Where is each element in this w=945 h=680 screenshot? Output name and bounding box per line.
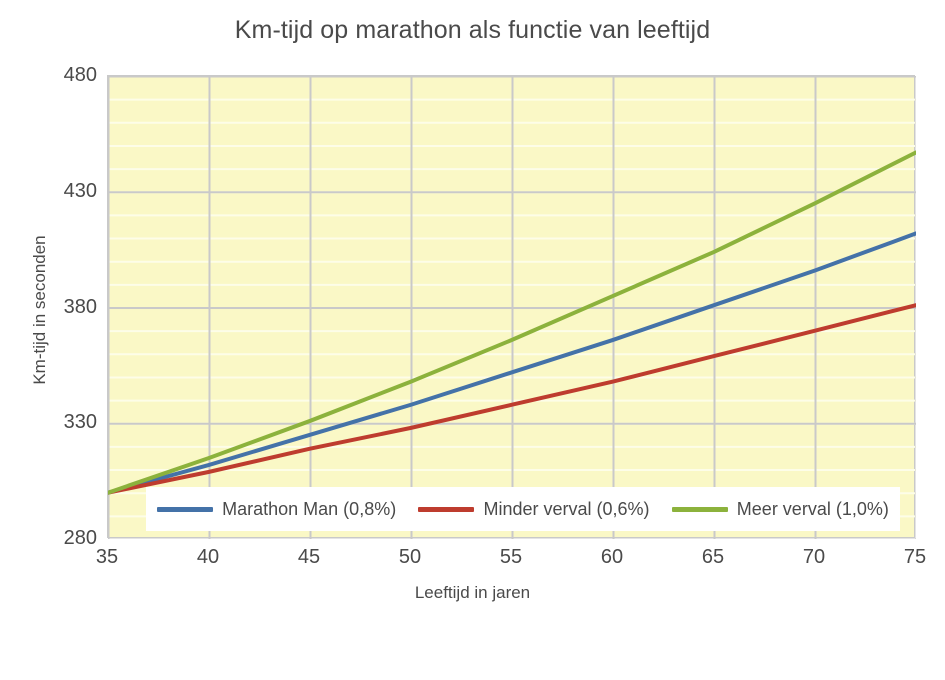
- major-gridlines-vertical: [108, 76, 916, 539]
- y-tick-label: 480: [63, 64, 97, 86]
- series-line-1: [108, 303, 916, 495]
- legend-item[interactable]: Marathon Man (0,8%): [157, 499, 396, 520]
- y-tick-label: 430: [63, 179, 97, 202]
- x-tick-label: 55: [499, 546, 523, 568]
- y-tick-label: 280: [63, 527, 97, 549]
- x-tick-label: 60: [600, 546, 624, 568]
- y-tick-label: 330: [63, 411, 97, 434]
- series-lines: [108, 150, 916, 495]
- legend-color-swatch: [157, 506, 214, 512]
- plot-area: [107, 75, 916, 539]
- chart-legend: Marathon Man (0,8%) Minder verval (0,6%) M…: [146, 487, 900, 531]
- legend-item[interactable]: Meer verval (1,0%): [671, 498, 889, 520]
- x-tick-label: 35: [95, 546, 119, 568]
- legend-color-swatch: [671, 506, 728, 512]
- legend-item-label: Meer verval (1,0%): [736, 498, 889, 519]
- x-tick-label: 50: [398, 546, 422, 568]
- x-tick-label: 65: [701, 546, 725, 568]
- y-axis-tick-labels: 280 330 380 430 480: [25, 0, 97, 680]
- legend-item-label: Marathon Man (0,8%): [222, 498, 397, 519]
- x-tick-label: 40: [196, 546, 220, 568]
- chart-title: Km-tijd op marathon als functie van leef…: [234, 16, 711, 44]
- legend-item[interactable]: Minder verval (0,6%): [418, 498, 650, 520]
- x-axis-title: Leeftijd in jaren: [414, 583, 531, 602]
- x-tick-label: 45: [297, 546, 321, 568]
- y-axis-title: Km-tijd in seconden: [30, 235, 49, 385]
- x-axis-tick-labels: 35 40 45 50 55 60 65 70 75: [0, 547, 945, 577]
- series-line-0: [108, 231, 916, 495]
- x-tick-label: 75: [903, 546, 927, 568]
- series-line-2: [108, 150, 916, 495]
- y-tick-label: 380: [63, 295, 97, 318]
- legend-color-swatch: [418, 506, 475, 512]
- legend-item-label: Minder verval (0,6%): [483, 498, 650, 519]
- plot-canvas: [108, 76, 916, 539]
- x-tick-label: 70: [802, 546, 826, 568]
